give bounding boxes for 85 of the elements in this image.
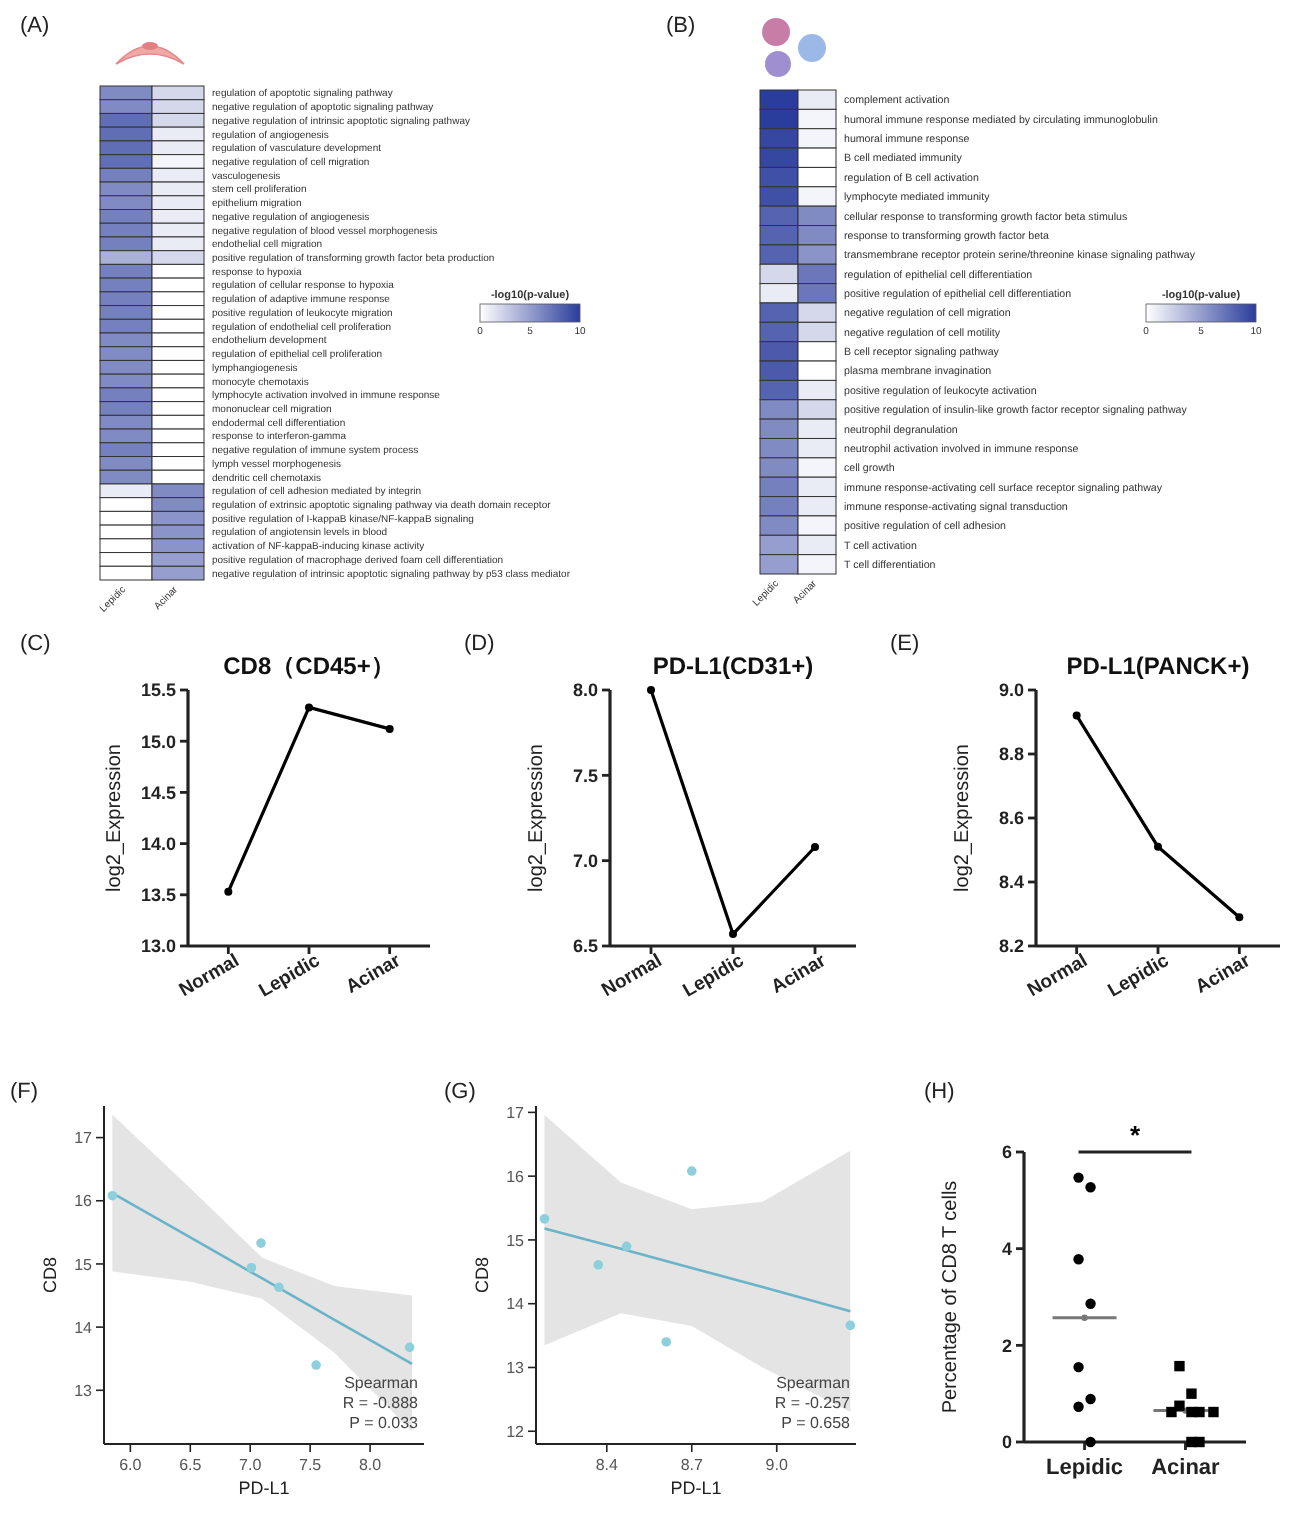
text: * — [1129, 1120, 1142, 1150]
annotation: P = 0.033 — [349, 1414, 420, 1432]
annotation: Spearman — [776, 1374, 850, 1392]
y-axis-title: CD8 — [40, 1256, 60, 1294]
annotation: Spearman — [344, 1374, 418, 1392]
annotation: P = 0.658 — [781, 1414, 852, 1432]
annotation: R = -0.257 — [774, 1394, 852, 1412]
point — [305, 703, 313, 712]
x-tick-label: 8.4 — [595, 1456, 620, 1474]
point — [845, 1320, 856, 1331]
y-axis-title: Percentage of CD8 T cells — [940, 1180, 962, 1414]
annotation: R = -0.888 — [342, 1394, 420, 1412]
x-tick-label: Lepidic — [1046, 1456, 1124, 1480]
text: (C) — [20, 632, 51, 656]
y-tick-label: 13.0 — [140, 936, 176, 957]
y-tick-label: 14.0 — [140, 833, 176, 854]
y-axis-title: CD8 — [472, 1256, 492, 1294]
text: (D) — [464, 632, 495, 656]
point — [385, 724, 394, 733]
text: (F) — [10, 1080, 39, 1104]
text: (G) — [444, 1080, 476, 1104]
x-tick-label: 8.7 — [680, 1456, 704, 1474]
y-tick-label: 14.5 — [140, 782, 176, 803]
y-tick-label: 8.6 — [998, 808, 1024, 829]
y-tick-label: 7.0 — [572, 850, 598, 871]
y-tick-label: 17 — [506, 1103, 526, 1122]
y-tick-label: 9.0 — [998, 680, 1024, 701]
point — [107, 1190, 118, 1201]
y-tick-label: 17 — [74, 1129, 94, 1148]
point — [593, 1260, 604, 1270]
point — [1235, 913, 1244, 922]
y-tick-label: 14 — [506, 1295, 526, 1314]
point — [311, 1360, 321, 1370]
y-axis-title: log2_Expression — [526, 744, 548, 892]
chart-title: PD-L1(PANCK+) — [1066, 652, 1250, 680]
x-axis-title: PD-L1 — [238, 1478, 290, 1498]
y-tick-label: 15.0 — [140, 731, 176, 752]
point — [686, 1166, 697, 1176]
y-tick-label: 15 — [74, 1255, 94, 1274]
point — [729, 930, 737, 939]
point — [404, 1342, 415, 1353]
y-tick-label: 13 — [74, 1381, 94, 1400]
x-tick-label: 9.0 — [765, 1456, 789, 1474]
y-tick-label: 13 — [506, 1359, 526, 1378]
y-tick-label: 8.0 — [572, 680, 598, 701]
point — [621, 1241, 632, 1252]
text: (A) — [20, 14, 50, 38]
y-tick-label: 8.8 — [998, 744, 1024, 765]
x-axis-title: PD-L1 — [670, 1478, 722, 1498]
point — [647, 686, 655, 694]
line-series — [543, 1227, 852, 1313]
y-axis-title: log2_Expression — [104, 744, 126, 892]
point — [246, 1262, 257, 1273]
y-tick-label: 8.2 — [998, 936, 1024, 957]
y-tick-label: 8.4 — [998, 872, 1024, 893]
x-tick-label: 6.0 — [119, 1456, 143, 1474]
y-axis-title: log2_Expression — [952, 744, 974, 892]
text: (H) — [924, 1080, 955, 1104]
y-tick-label: 0 — [1001, 1432, 1012, 1453]
y-tick-label: 6.5 — [572, 936, 598, 957]
point — [256, 1238, 266, 1248]
y-tick-label: 15.5 — [140, 680, 176, 701]
point — [539, 1214, 550, 1224]
point — [1154, 842, 1162, 851]
point — [224, 887, 233, 896]
y-tick-label: 2 — [1001, 1335, 1012, 1356]
y-tick-label: 6 — [1001, 1142, 1012, 1163]
point — [274, 1282, 284, 1293]
x-tick-label: Acinar — [1151, 1456, 1222, 1480]
y-tick-label: 13.5 — [140, 885, 176, 906]
text: (E) — [890, 632, 920, 656]
y-tick-label: 14 — [74, 1318, 94, 1337]
x-tick-label: 6.5 — [179, 1456, 203, 1474]
y-tick-label: 12 — [506, 1422, 526, 1441]
chart-title: PD-L1(CD31+) — [652, 652, 814, 680]
y-tick-label: 7.5 — [572, 765, 598, 786]
point — [661, 1337, 672, 1347]
y-tick-label: 15 — [506, 1231, 526, 1250]
chart-title: CD8（CD45+） — [223, 652, 395, 680]
y-tick-label: 16 — [74, 1192, 94, 1211]
text: (B) — [666, 14, 696, 38]
y-tick-label: 4 — [1001, 1238, 1012, 1259]
point — [811, 843, 819, 852]
point — [1072, 711, 1081, 720]
y-tick-label: 16 — [506, 1167, 526, 1186]
